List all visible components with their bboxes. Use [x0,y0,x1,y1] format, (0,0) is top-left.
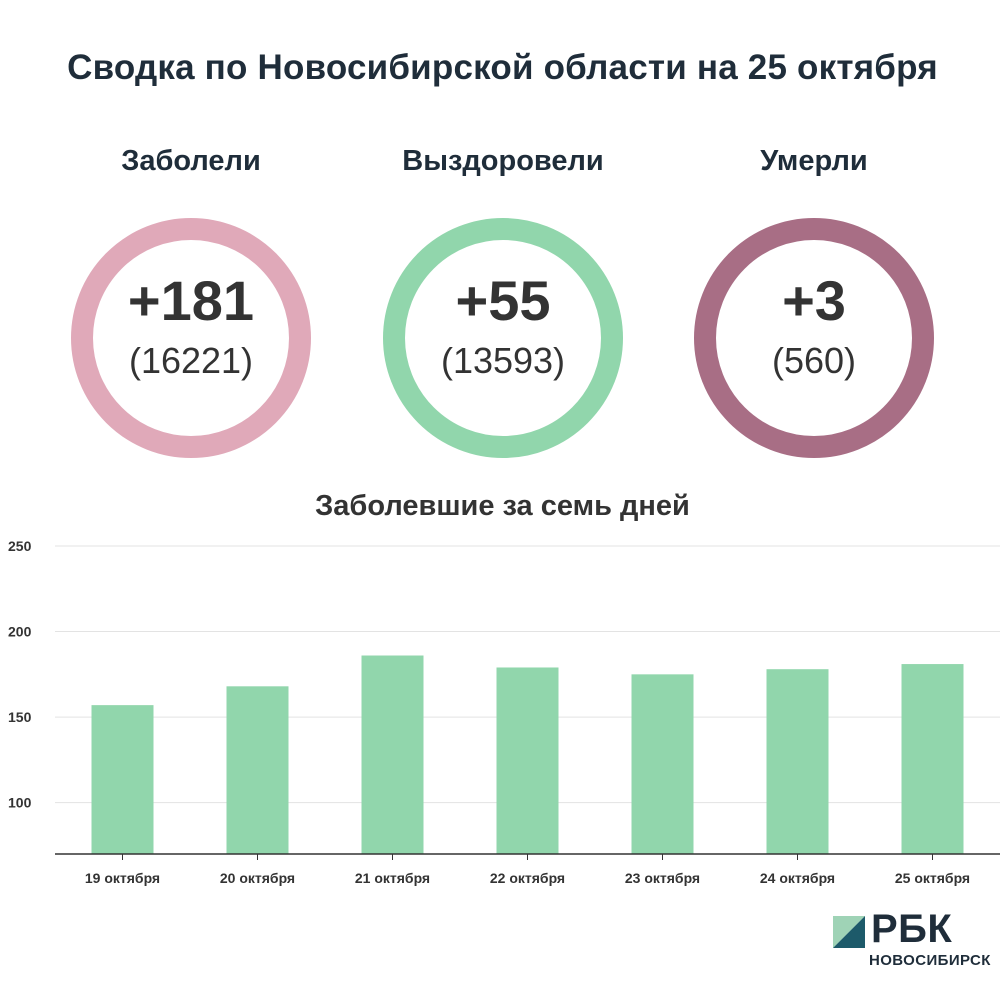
stat-total: (560) [771,340,857,381]
x-tick-label: 25 октября [895,870,970,886]
stat-ring [694,218,934,458]
x-tick-label: 21 октября [355,870,430,886]
logo-city: НОВОСИБИРСК [869,952,991,969]
logo-mark-icon [833,916,865,948]
chart-title: Заболевшие за семь дней [315,490,690,522]
stat-label: Умерли [760,145,868,177]
stat-ring [71,218,311,458]
bar [91,705,154,854]
bar [901,664,964,854]
x-tick-label: 19 октября [85,870,160,886]
bar [226,686,289,854]
stat-infected: Заболели +181 (16221) [41,145,341,465]
stat-deaths: Умерли +3 (560) [664,145,964,465]
bar-chart: 100 150 200 250 19 октября 20 октября 21 октяб… [8,538,1000,886]
page-title: Сводка по Новосибирской области на 25 ок… [67,48,938,87]
stat-total: (16221) [128,340,254,381]
logo-text: РБК [871,907,953,951]
bar [496,667,559,854]
rbc-logo: РБК НОВОСИБИРСК [833,907,998,973]
stat-delta: +181 [127,269,255,332]
stat-delta: +55 [455,269,551,332]
x-tick-label: 20 октября [220,870,295,886]
x-tick-label: 22 октября [490,870,565,886]
bar [361,655,424,854]
y-tick-label: 250 [8,538,32,554]
y-tick-label: 150 [8,709,32,725]
stat-label: Выздоровели [402,145,604,177]
x-tick-label: 24 октября [760,870,835,886]
stat-recovered: Выздоровели +55 (13593) [353,145,653,465]
stat-ring [383,218,623,458]
y-tick-label: 200 [8,624,32,640]
bar [631,674,694,854]
y-tick-label: 100 [8,795,32,811]
stat-total: (13593) [440,340,566,381]
stat-label: Заболели [121,145,261,177]
x-tick-label: 23 октября [625,870,700,886]
stat-delta: +3 [782,269,846,332]
bar [766,669,829,854]
